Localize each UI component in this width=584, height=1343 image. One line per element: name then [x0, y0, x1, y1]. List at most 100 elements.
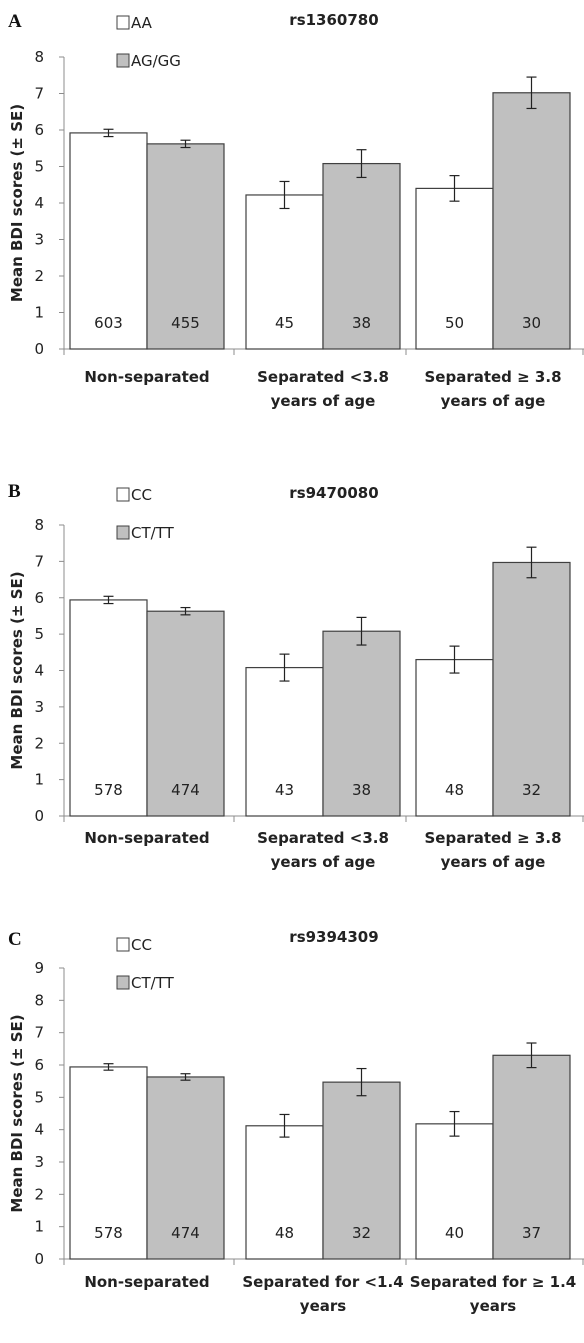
- legend-swatch-2: [116, 975, 130, 990]
- bar: [146, 610, 225, 817]
- sample-size-label: 474: [171, 781, 200, 799]
- y-tick-label: 4: [34, 1121, 44, 1139]
- sample-size-label: 603: [94, 314, 123, 332]
- bar: [322, 1081, 401, 1260]
- x-category-label: Separated <3.8: [257, 829, 389, 847]
- bar: [322, 630, 401, 817]
- sample-size-label: 474: [171, 1224, 200, 1242]
- y-tick-label: 0: [34, 1250, 44, 1268]
- sample-size-label: 32: [522, 781, 541, 799]
- legend-swatch-1: [116, 487, 130, 502]
- y-tick-label: 3: [34, 231, 44, 249]
- sample-size-label: 50: [445, 314, 464, 332]
- x-category-label: Separated <3.8: [257, 368, 389, 386]
- sample-size-label: 32: [352, 1224, 371, 1242]
- sample-size-label: 578: [94, 1224, 123, 1242]
- y-tick-label: 7: [34, 85, 44, 103]
- x-category-label: Non-separated: [84, 368, 209, 386]
- legend-label-1: AA: [131, 14, 153, 32]
- sample-size-label: 38: [352, 314, 371, 332]
- y-tick-label: 5: [34, 625, 44, 643]
- bar: [322, 162, 401, 350]
- sample-size-label: 30: [522, 314, 541, 332]
- y-tick-label: 4: [34, 662, 44, 680]
- sample-size-label: 43: [275, 781, 294, 799]
- y-tick-label: 2: [34, 1185, 44, 1203]
- x-category-label: Separated for ≥ 1.4: [410, 1273, 576, 1291]
- y-tick-label: 5: [34, 1088, 44, 1106]
- x-category-label: years: [470, 1297, 516, 1315]
- bar: [492, 1054, 571, 1260]
- x-category-label: Non-separated: [84, 1273, 209, 1291]
- y-tick-label: 9: [34, 959, 44, 977]
- y-tick-label: 0: [34, 340, 44, 358]
- y-tick-label: 8: [34, 516, 44, 534]
- sample-size-label: 578: [94, 781, 123, 799]
- bar: [69, 599, 148, 817]
- x-category-label: Separated ≥ 3.8: [424, 829, 561, 847]
- chart-title: rs9470080: [289, 484, 378, 502]
- panel-letter: A: [8, 11, 22, 32]
- legend-label-2: CT/TT: [131, 974, 175, 992]
- x-category-label: years of age: [271, 392, 376, 410]
- bar: [492, 561, 571, 817]
- y-tick-label: 2: [34, 734, 44, 752]
- x-category-label: Separated for <1.4: [242, 1273, 403, 1291]
- y-tick-label: 6: [34, 589, 44, 607]
- y-tick-label: 3: [34, 698, 44, 716]
- y-tick-label: 5: [34, 158, 44, 176]
- bar: [245, 666, 324, 817]
- legend-label-2: AG/GG: [131, 52, 181, 70]
- sample-size-label: 48: [445, 781, 464, 799]
- sample-size-label: 455: [171, 314, 200, 332]
- legend-label-1: CC: [131, 936, 152, 954]
- legend-swatch-2: [116, 525, 130, 540]
- y-axis-label: Mean BDI scores (± SE): [8, 1014, 26, 1212]
- y-tick-label: 1: [34, 771, 44, 789]
- y-tick-label: 6: [34, 1056, 44, 1074]
- legend-label-1: CC: [131, 486, 152, 504]
- sample-size-label: 38: [352, 781, 371, 799]
- x-category-label: years: [300, 1297, 346, 1315]
- x-category-label: years of age: [441, 853, 546, 871]
- y-axis-label: Mean BDI scores (± SE): [8, 571, 26, 769]
- legend-swatch-2: [116, 53, 130, 68]
- sample-size-label: 48: [275, 1224, 294, 1242]
- chart-title: rs1360780: [289, 11, 378, 29]
- y-tick-label: 1: [34, 1218, 44, 1236]
- y-tick-label: 1: [34, 304, 44, 322]
- bar: [492, 92, 571, 350]
- y-tick-label: 7: [34, 552, 44, 570]
- panel-letter: C: [8, 929, 22, 950]
- x-category-label: Non-separated: [84, 829, 209, 847]
- x-category-label: years of age: [271, 853, 376, 871]
- sample-size-label: 37: [522, 1224, 541, 1242]
- sample-size-label: 45: [275, 314, 294, 332]
- x-category-label: years of age: [441, 392, 546, 410]
- bar: [69, 132, 148, 350]
- y-tick-label: 2: [34, 267, 44, 285]
- y-tick-label: 8: [34, 991, 44, 1009]
- legend-swatch-1: [116, 15, 130, 30]
- bar: [146, 1076, 225, 1260]
- chart-title: rs9394309: [289, 928, 378, 946]
- y-tick-label: 6: [34, 121, 44, 139]
- sample-size-label: 40: [445, 1224, 464, 1242]
- y-tick-label: 8: [34, 48, 44, 66]
- y-tick-label: 7: [34, 1024, 44, 1042]
- bar: [415, 187, 494, 350]
- legend-label-2: CT/TT: [131, 524, 175, 542]
- panel-letter: B: [8, 481, 21, 502]
- y-tick-label: 0: [34, 807, 44, 825]
- x-category-label: Separated ≥ 3.8: [424, 368, 561, 386]
- legend-swatch-1: [116, 937, 130, 952]
- y-tick-label: 4: [34, 194, 44, 212]
- bar: [415, 658, 494, 817]
- y-axis-label: Mean BDI scores (± SE): [8, 104, 26, 302]
- y-tick-label: 3: [34, 1153, 44, 1171]
